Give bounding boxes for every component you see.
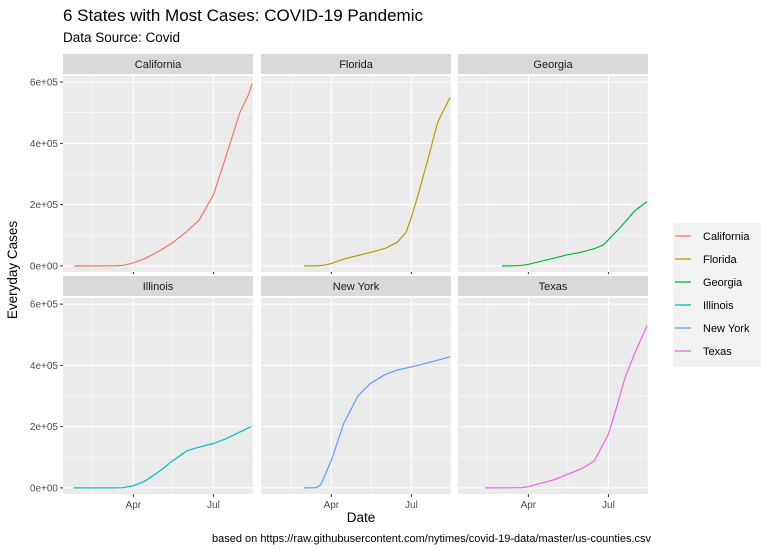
x-tick-label: Jul (207, 500, 220, 511)
legend-label: Georgia (703, 277, 743, 289)
y-axis-title: Everyday Cases (5, 221, 20, 320)
legend-label: New York (703, 323, 750, 335)
series-line-california (74, 83, 253, 267)
x-tick-label: Jul (405, 500, 418, 511)
series-line-new-york (304, 356, 451, 489)
facet-panel-georgia: Georgia (458, 54, 649, 274)
facet-strip-label: Florida (339, 59, 374, 71)
facet-strip-label: Georgia (533, 59, 573, 71)
chart-title: 6 States with Most Cases: COVID-19 Pande… (63, 6, 423, 25)
facet-panel-california: California 0e+00 2e+05 4e+05 6e+05 (30, 54, 254, 274)
facet-strip-label: New York (333, 281, 380, 293)
facet-strip (261, 276, 451, 296)
legend: California Florida Georgia Illinois New York… (673, 223, 761, 367)
legend-label: Florida (703, 254, 738, 266)
legend-item-georgia: Georgia (673, 272, 743, 292)
chart-subtitle: Data Source: Covid (63, 30, 180, 45)
legend-item-california: California (673, 226, 750, 246)
legend-item-illinois: Illinois (673, 295, 734, 315)
y-tick-label: 4e+05 (30, 139, 59, 150)
facet-strip (63, 54, 253, 74)
facet-panel-new-york: New York Apr Jul (261, 276, 452, 511)
facet-panel-texas: Texas Apr Jul (458, 276, 649, 511)
legend-item-texas: Texas (673, 341, 732, 361)
y-tick-label: 0e+00 (30, 261, 59, 272)
facet-panel-illinois: Illinois 0e+00 2e+05 4e+05 6e+05 Apr Jul (30, 276, 254, 511)
legend-item-new-york: New York (673, 318, 750, 338)
series-line-illinois (73, 426, 252, 489)
facet-strip-label: Illinois (143, 281, 174, 293)
legend-label: Texas (703, 346, 732, 358)
x-tick-label: Apr (324, 500, 340, 511)
x-tick-label: Jul (602, 500, 615, 511)
facet-panel-florida: Florida (261, 54, 452, 274)
y-tick-label: 6e+05 (30, 78, 59, 89)
series-line-florida (304, 97, 451, 267)
x-tick-label: Apr (521, 500, 537, 511)
y-tick-label: 0e+00 (30, 483, 59, 494)
facet-panels: California 0e+00 2e+05 4e+05 6e+05 Florida Geo… (30, 54, 649, 511)
facet-strip (63, 276, 253, 296)
facet-strip (261, 54, 451, 74)
chart-caption: based on https://raw.githubusercontent.c… (212, 533, 651, 545)
facet-strip-label: California (135, 59, 182, 71)
x-tick-label: Apr (126, 500, 142, 511)
y-tick-label: 4e+05 (30, 361, 59, 372)
y-tick-label: 6e+05 (30, 300, 59, 311)
series-line-georgia (501, 201, 648, 267)
legend-item-florida: Florida (673, 249, 738, 269)
y-tick-label: 2e+05 (30, 200, 59, 211)
y-tick-label: 2e+05 (30, 422, 59, 433)
legend-label: California (703, 231, 750, 243)
facet-strip (458, 276, 648, 296)
facet-strip (458, 54, 648, 74)
facet-strip-label: Texas (539, 281, 568, 293)
legend-label: Illinois (703, 300, 734, 312)
x-axis-title: Date (347, 510, 376, 525)
series-line-texas (485, 325, 648, 489)
